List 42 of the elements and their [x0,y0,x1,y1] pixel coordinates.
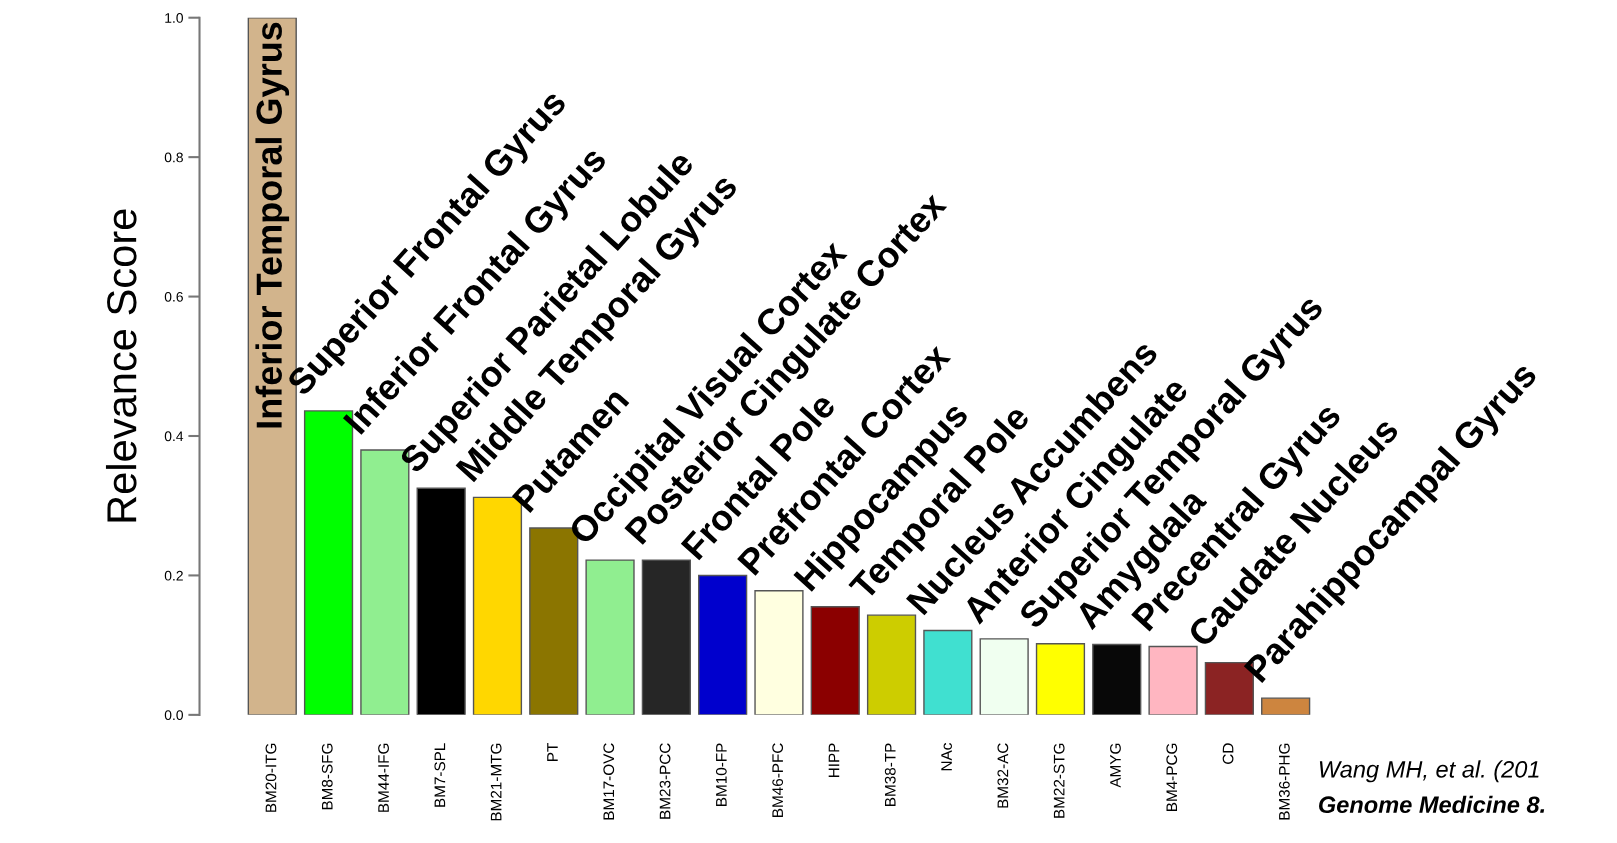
x-tick-label: BM38-TP [884,743,896,806]
bar [416,487,466,715]
x-tick-label: BM10-FP [715,743,727,806]
text: Genome Medicine 8. [1319,795,1545,814]
x-tick-label: BM20-ITG [265,743,277,812]
y-axis-title: Relevance Score [105,209,137,522]
x-tick-label: BM44-IFG [378,743,389,812]
x-tick-label: BM8-SFG [321,743,333,810]
y-tick-label: 0.0 [164,710,183,721]
x-tick-label: BM4-PCG [1166,743,1178,811]
bar [1035,643,1086,715]
y-tick-label: 0.8 [164,152,183,163]
x-tick-label: AMYG [1110,743,1121,788]
x-tick-label: BM46-PFC [772,743,784,817]
x-tick-label: BM21-MTG [490,743,502,821]
x-tick-label: BM32-AC [997,743,1009,808]
bar [866,614,917,715]
x-tick-label: PT [547,742,558,761]
bar [1261,697,1311,715]
x-tick-label: BM36-PHG [1278,743,1290,820]
x-tick-label: HIPP [828,743,840,778]
y-tick-label: 0.2 [164,570,183,581]
bar [979,638,1029,715]
x-tick-label: NAc [941,743,952,771]
bar [810,606,860,715]
bar [585,559,635,715]
bar [754,590,804,715]
x-tick-label: CD [1222,743,1234,764]
bar [1148,645,1198,715]
y-tick-label: 0.4 [164,431,184,442]
bar [698,574,748,715]
y-tick-label: 1.0 [165,13,183,23]
bar [923,629,973,715]
x-tick-label: BM17-OVC [603,743,615,820]
x-tick-label: BM23-PCC [659,743,671,819]
y-tick-label: 0.6 [164,291,183,302]
x-tick-label: BM7-SPL [434,743,446,807]
x-tick-label: BM22-STG [1053,743,1065,818]
annotation: Inferior Temporal Gyrus [255,22,290,428]
bar [1092,643,1142,715]
text: Wang MH, et al. (201 [1319,760,1539,783]
bar [641,559,691,715]
